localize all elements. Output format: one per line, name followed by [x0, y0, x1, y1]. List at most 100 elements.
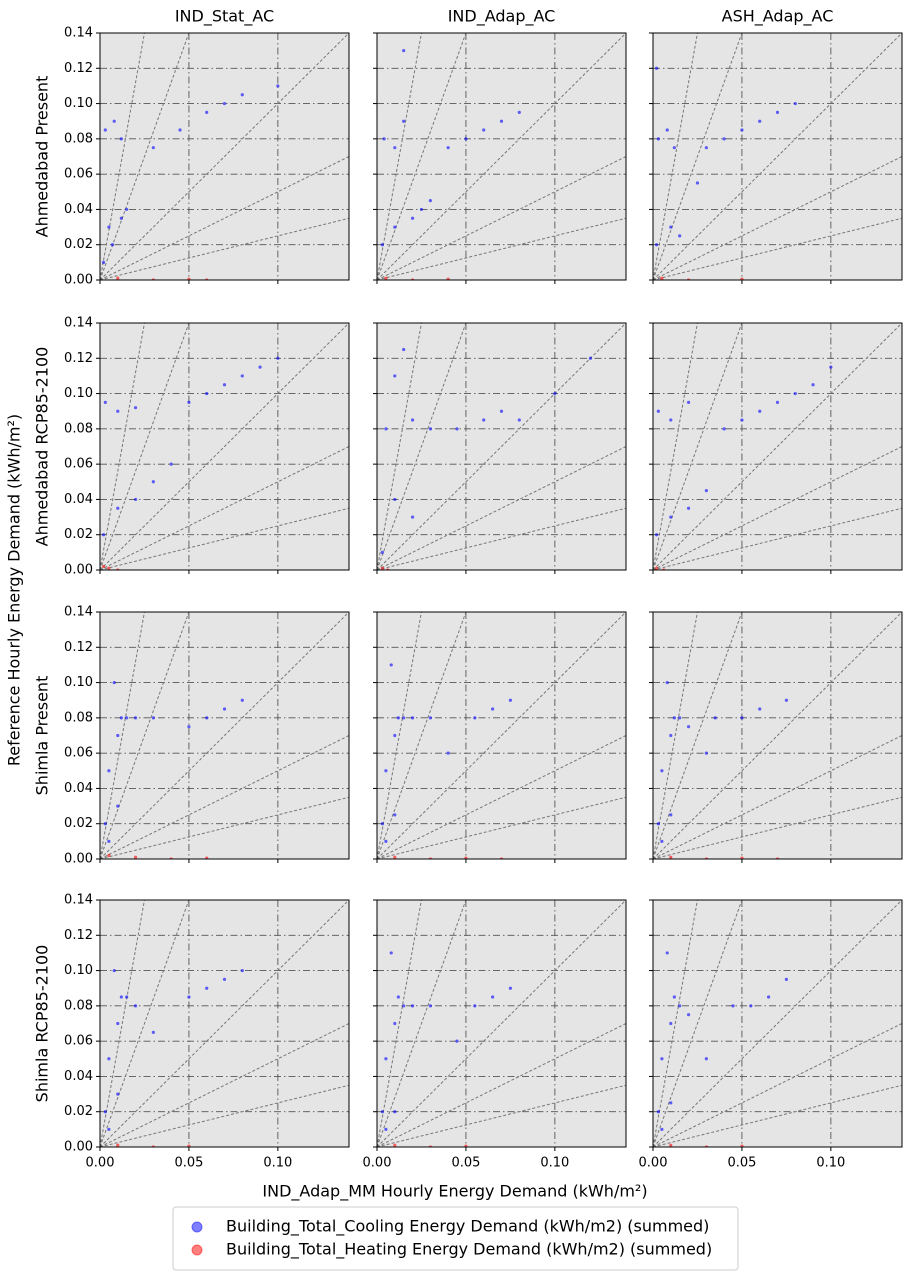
point	[464, 1144, 468, 1147]
point	[222, 383, 227, 387]
x-tick-label: 0.10	[540, 1156, 569, 1171]
point	[410, 418, 415, 422]
point	[428, 199, 432, 203]
reference-line	[376, 322, 422, 571]
point	[656, 822, 660, 826]
x-axis-label: IND_Adap_MM Hourly Energy Demand (kWh/m²…	[262, 1182, 647, 1202]
point	[704, 1057, 708, 1061]
reference-line	[99, 322, 190, 571]
plot-frame	[376, 611, 627, 860]
point	[393, 855, 397, 859]
point	[389, 951, 393, 955]
point	[151, 146, 155, 150]
point	[740, 716, 744, 720]
point	[101, 260, 106, 264]
point	[240, 698, 244, 702]
point	[672, 716, 676, 720]
series	[103, 968, 244, 1131]
point	[722, 137, 726, 141]
series	[101, 84, 280, 264]
point	[669, 1101, 673, 1105]
reference-line	[99, 1084, 350, 1148]
point	[793, 391, 797, 396]
y-tick-label: 0.14	[64, 26, 93, 41]
point	[784, 698, 788, 702]
point	[704, 751, 708, 755]
plot-frame	[99, 322, 350, 571]
point	[116, 804, 120, 808]
y-tick-label: 0.02	[64, 1104, 93, 1119]
reference-line	[652, 796, 903, 860]
series	[380, 951, 512, 1131]
point	[205, 856, 209, 859]
point	[678, 1004, 682, 1008]
reference-line	[376, 899, 422, 1148]
y-tick-label: 0.00	[64, 563, 93, 578]
reference-line	[652, 322, 903, 571]
plot-frame	[652, 611, 903, 860]
series	[380, 49, 521, 247]
point	[740, 1144, 744, 1147]
point	[758, 409, 762, 413]
point	[151, 1030, 155, 1034]
point	[428, 427, 432, 431]
reference-line	[99, 32, 350, 281]
row-label: Ahmedabad Present	[33, 76, 52, 238]
plot-frame	[652, 32, 903, 281]
reference-line	[652, 899, 903, 1148]
point	[704, 146, 708, 150]
reference-line	[99, 322, 350, 571]
point	[393, 1110, 397, 1114]
point	[384, 427, 388, 431]
point	[402, 49, 406, 53]
legend-marker	[191, 1244, 203, 1256]
point	[205, 716, 209, 720]
point	[740, 128, 744, 132]
point	[393, 813, 397, 817]
point	[258, 365, 262, 369]
reference-line	[376, 611, 422, 860]
y-tick-label: 0.08	[64, 421, 93, 436]
point	[133, 1004, 138, 1008]
point	[187, 725, 191, 729]
point	[119, 137, 123, 141]
point	[107, 566, 111, 570]
point	[402, 1004, 406, 1008]
reference-line	[376, 32, 627, 281]
point	[107, 839, 111, 843]
reference-line	[376, 1084, 627, 1148]
point	[380, 1110, 384, 1114]
reference-line	[376, 322, 467, 571]
point	[686, 506, 691, 510]
reference-line	[376, 611, 627, 860]
reference-line	[652, 735, 903, 860]
column-title: ASH_Adap_AC	[722, 7, 834, 27]
point	[656, 1110, 660, 1114]
series	[669, 855, 780, 859]
reference-line	[376, 735, 627, 860]
point	[713, 716, 717, 720]
point	[410, 216, 415, 220]
reference-line	[99, 611, 190, 860]
point	[393, 733, 397, 738]
reference-line	[376, 611, 467, 860]
point	[775, 400, 780, 404]
reference-line	[99, 796, 350, 860]
series	[654, 66, 797, 247]
point	[393, 1143, 397, 1147]
point	[669, 1143, 673, 1147]
point	[464, 137, 468, 141]
reference-line	[652, 1023, 903, 1148]
reference-line	[652, 217, 903, 281]
point	[101, 533, 106, 537]
point	[656, 409, 660, 413]
point	[654, 533, 659, 537]
reference-line	[652, 156, 903, 281]
point	[410, 716, 415, 720]
y-tick-label: 0.08	[64, 998, 93, 1013]
column-title: IND_Stat_AC	[175, 7, 274, 27]
reference-line	[652, 32, 903, 281]
point	[396, 716, 400, 720]
legend-label: Building_Total_Heating Energy Demand (kW…	[226, 1240, 712, 1260]
reference-line	[376, 32, 422, 281]
